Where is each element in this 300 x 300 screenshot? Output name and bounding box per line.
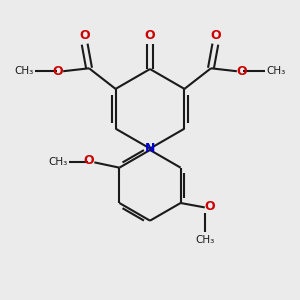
- Text: O: O: [84, 154, 94, 167]
- Text: O: O: [210, 29, 221, 42]
- Text: O: O: [237, 65, 248, 78]
- Text: N: N: [145, 142, 155, 155]
- Text: CH₃: CH₃: [195, 235, 214, 245]
- Text: O: O: [52, 65, 63, 78]
- Text: CH₃: CH₃: [266, 66, 286, 76]
- Text: CH₃: CH₃: [49, 158, 68, 167]
- Text: CH₃: CH₃: [14, 66, 34, 76]
- Text: O: O: [205, 200, 215, 213]
- Text: O: O: [145, 29, 155, 42]
- Text: O: O: [79, 29, 90, 42]
